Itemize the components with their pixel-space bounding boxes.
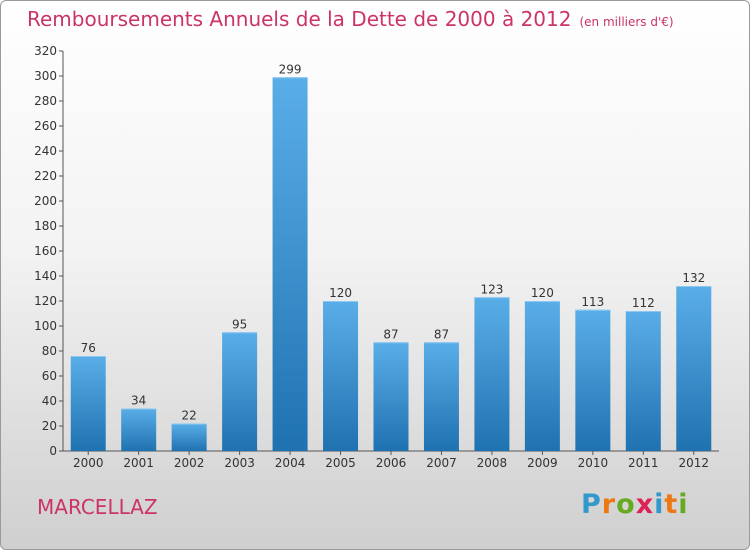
bar-2011 [625, 311, 661, 451]
y-tick-label: 20 [42, 419, 57, 433]
y-tick-label: 60 [42, 369, 57, 383]
chart-axes: 0 20 40 60 80 100 120 140 160 180 200 220 240 260 280 3… [34, 44, 719, 458]
data-label-2009: 120 [531, 286, 554, 300]
y-tick-label: 0 [49, 444, 57, 458]
logo-letter: o [616, 489, 636, 520]
chart-title-text: Remboursements Annuels de la Dette de 20… [27, 7, 572, 31]
bar-2002 [171, 423, 207, 451]
bar-2004 [272, 77, 308, 451]
data-label-2005: 120 [329, 286, 352, 300]
x-tick-label: 2002 [174, 456, 205, 470]
bar-2000 [70, 356, 106, 451]
data-label-2010: 113 [581, 295, 604, 309]
chart-bars [70, 77, 712, 451]
bar-2001 [121, 408, 157, 451]
bar-2005 [323, 301, 359, 451]
y-tick-label: 120 [34, 294, 57, 308]
x-tick-label: 2000 [73, 456, 104, 470]
data-label-2007: 87 [434, 327, 449, 341]
x-tick-label: 2005 [325, 456, 356, 470]
bar-2009 [524, 301, 560, 451]
logo-letter: x [635, 489, 655, 520]
x-tick-label: 2001 [123, 456, 154, 470]
y-tick-label: 240 [34, 144, 57, 158]
bar-2008 [474, 297, 510, 451]
y-tick-label: 160 [34, 244, 57, 258]
x-tick-label: 2006 [376, 456, 407, 470]
chart-subtitle: (en milliers d'€) [579, 15, 674, 29]
x-tick-label: 2012 [678, 456, 709, 470]
y-tick-label: 300 [34, 69, 57, 83]
data-label-2002: 22 [182, 409, 197, 423]
y-tick-label: 140 [34, 269, 57, 283]
y-tick-label: 40 [42, 394, 57, 408]
y-tick-label: 320 [34, 44, 57, 58]
bar-2007 [423, 342, 459, 451]
y-tick-label: 220 [34, 169, 57, 183]
data-label-2004: 299 [279, 62, 302, 76]
y-tick-label: 80 [42, 344, 57, 358]
y-tick-label: 260 [34, 119, 57, 133]
data-label-2012: 132 [682, 271, 705, 285]
x-tick-label: 2010 [578, 456, 609, 470]
x-tick-label: 2007 [426, 456, 457, 470]
x-tick-label: 2011 [628, 456, 659, 470]
bar-2010 [575, 309, 611, 451]
logo-letter: P [581, 489, 602, 520]
chart-title: Remboursements Annuels de la Dette de 20… [27, 7, 674, 31]
y-tick-label: 280 [34, 94, 57, 108]
y-tick-label: 200 [34, 194, 57, 208]
commune-name: MARCELLAZ [37, 495, 158, 519]
data-label-2003: 95 [232, 317, 247, 331]
x-tick-label: 2008 [477, 456, 508, 470]
y-tick-label: 180 [34, 219, 57, 233]
logo-letter: i [678, 489, 689, 520]
x-tick-label: 2009 [527, 456, 558, 470]
x-tick-label: 2004 [275, 456, 306, 470]
data-label-2000: 76 [81, 341, 96, 355]
x-tick-label: 2003 [224, 456, 255, 470]
data-label-2008: 123 [480, 282, 503, 296]
bar-2012 [676, 286, 712, 451]
data-label-2001: 34 [131, 394, 146, 408]
chart-labels: 2000 76 2001 34 2002 22 2003 95 2004 299 2005 120 20… [73, 62, 709, 470]
logo-letter: r [601, 489, 617, 520]
logo-letter: t [664, 489, 679, 520]
data-label-2011: 112 [632, 296, 655, 310]
bar-2006 [373, 342, 409, 451]
proxiti-logo: Proxiti [581, 489, 689, 525]
bar-2003 [222, 332, 258, 451]
data-label-2006: 87 [383, 327, 398, 341]
y-tick-label: 100 [34, 319, 57, 333]
logo-letter: i [654, 489, 665, 520]
